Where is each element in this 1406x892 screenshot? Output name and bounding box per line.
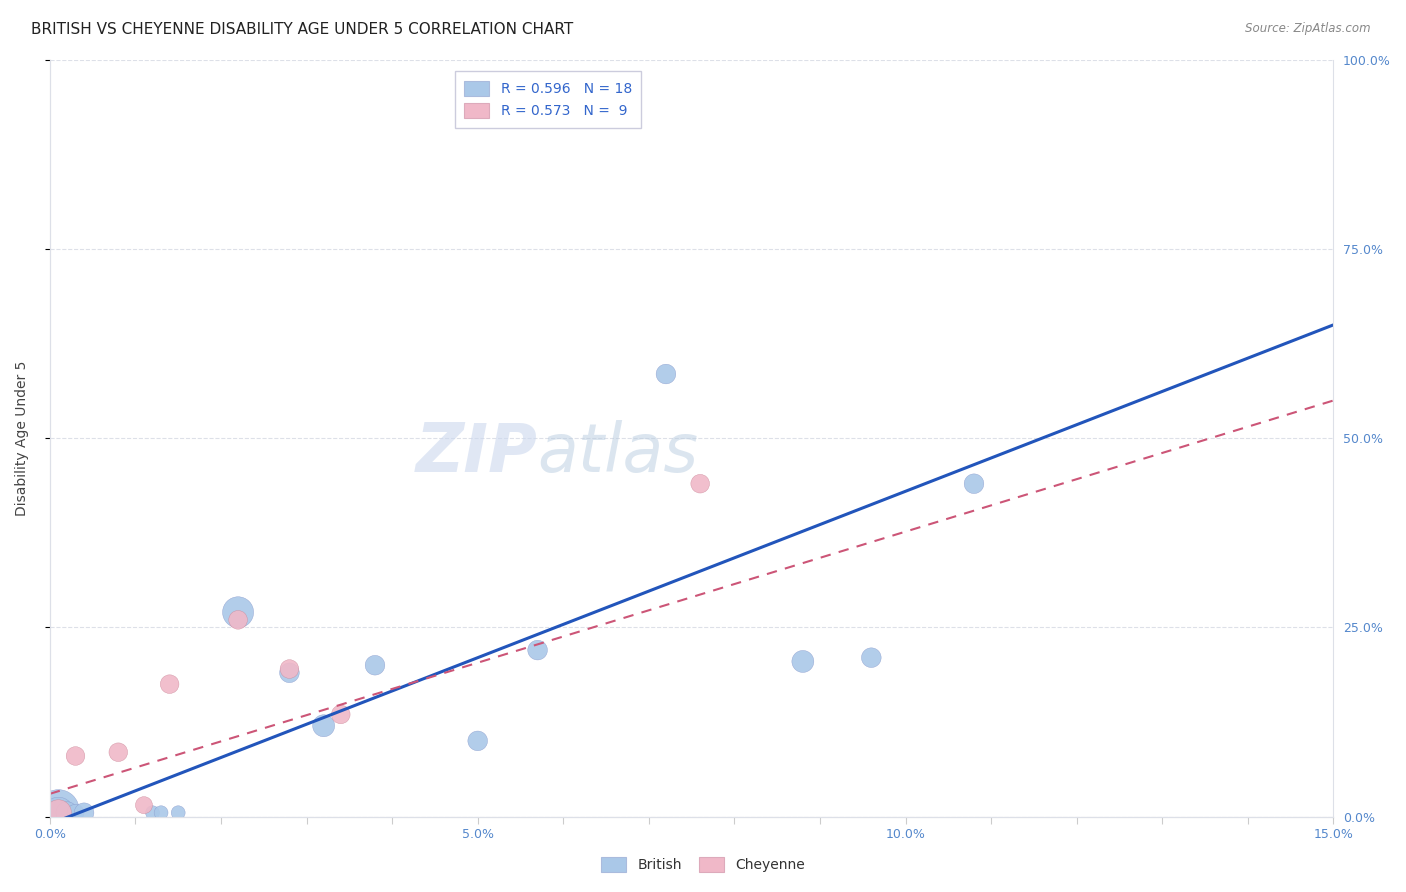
Point [132,798,155,813]
Point [278,665,301,680]
Text: ZIP: ZIP [416,420,537,486]
Point [226,605,249,619]
Point [655,367,678,381]
Point [364,658,387,673]
Point [329,707,352,722]
Point [65,749,87,764]
Point [467,734,489,748]
Point [107,745,129,759]
Point [150,805,173,820]
Point [792,655,814,669]
Point [48,805,70,820]
Y-axis label: Disability Age Under 5: Disability Age Under 5 [15,360,30,516]
Point [65,805,87,820]
Point [141,805,163,820]
Text: BRITISH VS CHEYENNE DISABILITY AGE UNDER 5 CORRELATION CHART: BRITISH VS CHEYENNE DISABILITY AGE UNDER… [31,22,574,37]
Point [226,613,249,627]
Point [278,662,301,676]
Point [48,804,70,818]
Point [167,805,190,820]
Legend: British, Cheyenne: British, Cheyenne [593,848,813,880]
Point [48,805,70,820]
Point [73,805,96,820]
Point [159,677,181,691]
Point [312,719,335,733]
Text: atlas: atlas [537,420,699,486]
Point [860,650,883,665]
Text: Source: ZipAtlas.com: Source: ZipAtlas.com [1246,22,1371,36]
Legend: R = 0.596   N = 18, R = 0.573   N =  9: R = 0.596 N = 18, R = 0.573 N = 9 [454,70,641,128]
Point [689,476,711,491]
Point [526,643,548,657]
Point [56,805,79,820]
Point [963,476,986,491]
